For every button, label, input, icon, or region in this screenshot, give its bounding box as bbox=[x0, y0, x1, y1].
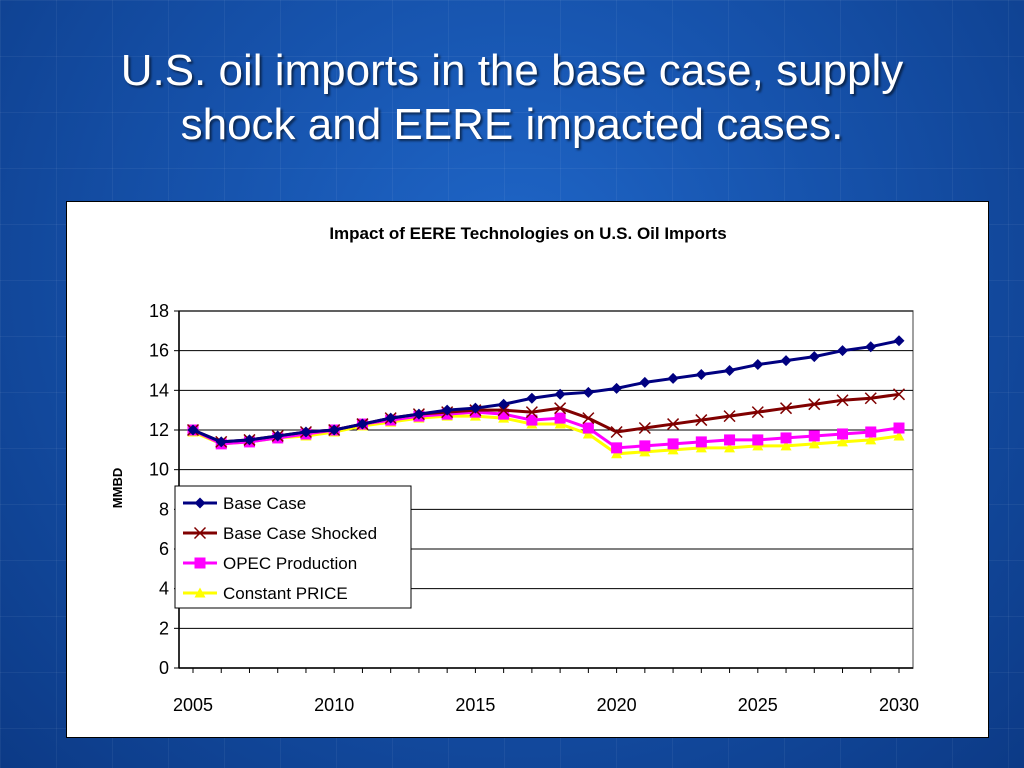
chart-frame: Impact of EERE Technologies on U.S. Oil … bbox=[66, 201, 989, 738]
slide-title-line-1: U.S. oil imports in the base case, suppl… bbox=[120, 46, 904, 95]
data-point bbox=[582, 422, 594, 434]
legend-swatch-marker bbox=[193, 526, 207, 540]
legend bbox=[174, 485, 412, 609]
data-point bbox=[667, 418, 680, 431]
data-point bbox=[639, 440, 651, 452]
data-point bbox=[893, 335, 905, 347]
legend-swatch-marker bbox=[194, 557, 206, 569]
y-tick-label: 6 bbox=[159, 539, 169, 559]
data-point bbox=[497, 404, 510, 417]
data-point bbox=[610, 425, 623, 439]
data-point bbox=[413, 408, 425, 420]
data-point bbox=[526, 392, 538, 404]
data-point bbox=[837, 436, 849, 447]
data-point bbox=[498, 408, 510, 420]
data-point bbox=[554, 402, 567, 415]
y-tick-label: 14 bbox=[149, 380, 169, 400]
data-point bbox=[724, 442, 736, 453]
x-tick-label: 2025 bbox=[738, 695, 778, 715]
y-tick-label: 8 bbox=[159, 499, 169, 519]
data-point bbox=[611, 442, 623, 454]
y-tick-label: 10 bbox=[149, 460, 169, 480]
legend-item-label: Base Case bbox=[223, 494, 306, 513]
legend-item-label: OPEC Production bbox=[223, 554, 357, 573]
y-tick-label: 2 bbox=[159, 618, 169, 638]
data-point bbox=[892, 388, 906, 401]
data-point bbox=[554, 388, 566, 400]
line-chart: Impact of EERE Technologies on U.S. Oil … bbox=[110, 224, 919, 715]
data-point bbox=[526, 414, 538, 426]
data-point bbox=[865, 341, 877, 353]
y-tick-label: 16 bbox=[149, 341, 169, 361]
data-point bbox=[639, 376, 651, 388]
data-point bbox=[865, 426, 877, 438]
data-point bbox=[525, 406, 538, 419]
y-tick-label: 18 bbox=[149, 301, 169, 321]
data-point bbox=[582, 386, 594, 398]
y-axis-label: MMBD bbox=[110, 468, 125, 508]
data-point bbox=[780, 440, 792, 451]
data-point bbox=[187, 424, 199, 436]
slide-title: U.S. oil imports in the base case, suppl… bbox=[40, 44, 984, 152]
data-point bbox=[836, 394, 849, 407]
data-point bbox=[808, 438, 820, 449]
data-point bbox=[695, 414, 708, 427]
data-point bbox=[469, 402, 481, 414]
x-tick-label: 2010 bbox=[314, 695, 354, 715]
data-point bbox=[441, 404, 453, 416]
data-point bbox=[865, 434, 877, 445]
data-point bbox=[780, 432, 792, 444]
data-point bbox=[582, 412, 595, 425]
data-point bbox=[667, 438, 679, 450]
y-tick-label: 4 bbox=[159, 579, 169, 599]
legend-swatch-marker bbox=[194, 587, 206, 598]
legend-item-label: Constant PRICE bbox=[223, 584, 348, 603]
data-point bbox=[808, 351, 820, 363]
x-tick-label: 2015 bbox=[455, 695, 495, 715]
y-tick-label: 12 bbox=[149, 420, 169, 440]
data-point bbox=[243, 434, 255, 446]
slide-title-line-2: shock and EERE impacted cases. bbox=[180, 100, 844, 149]
legend-swatch-marker bbox=[194, 497, 206, 509]
data-point bbox=[300, 426, 312, 438]
data-point bbox=[611, 382, 623, 394]
data-point bbox=[385, 412, 397, 424]
x-tick-label: 2030 bbox=[879, 695, 919, 715]
data-point bbox=[554, 412, 566, 424]
data-point bbox=[893, 422, 905, 434]
data-point bbox=[837, 345, 849, 357]
data-point bbox=[751, 406, 764, 419]
data-point bbox=[837, 428, 849, 440]
data-point bbox=[752, 359, 764, 371]
data-point bbox=[723, 410, 736, 423]
data-point bbox=[893, 430, 905, 441]
data-point bbox=[695, 368, 707, 380]
data-point bbox=[780, 402, 793, 415]
data-point bbox=[215, 436, 227, 448]
data-point bbox=[780, 355, 792, 367]
chart-title: Impact of EERE Technologies on U.S. Oil … bbox=[329, 224, 726, 243]
data-point bbox=[356, 418, 368, 430]
data-point bbox=[498, 398, 510, 410]
data-point bbox=[667, 372, 679, 384]
data-point bbox=[808, 430, 820, 442]
y-tick-label: 0 bbox=[159, 658, 169, 678]
x-tick-label: 2020 bbox=[597, 695, 637, 715]
x-tick-label: 2005 bbox=[173, 695, 213, 715]
data-point bbox=[724, 365, 736, 376]
data-point bbox=[724, 434, 736, 446]
legend-item-label: Base Case Shocked bbox=[223, 524, 377, 543]
data-point bbox=[808, 398, 821, 411]
data-point bbox=[695, 436, 707, 448]
data-point bbox=[272, 430, 284, 442]
data-point bbox=[864, 392, 877, 405]
data-point bbox=[328, 424, 340, 436]
data-point bbox=[638, 421, 651, 435]
data-point bbox=[752, 434, 764, 446]
